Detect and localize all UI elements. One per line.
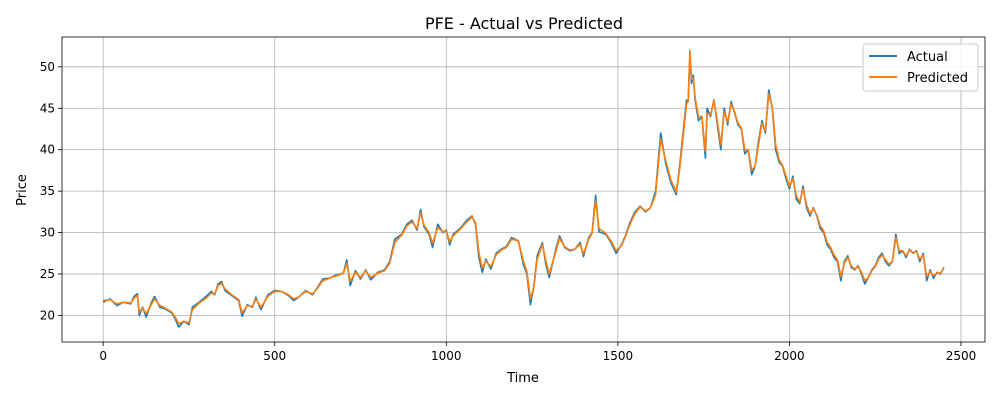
series-line-predicted — [103, 49, 945, 325]
x-tick-label: 1000 — [431, 349, 462, 363]
chart-title: PFE - Actual vs Predicted — [425, 14, 623, 33]
x-axis-title: Time — [506, 371, 539, 386]
plot-frame — [61, 36, 986, 343]
y-tick-label: 45 — [40, 101, 55, 115]
y-tick-label: 40 — [40, 143, 55, 157]
y-axis-title: Price — [15, 174, 30, 206]
grid — [62, 37, 985, 342]
x-tick-label: 0 — [99, 349, 107, 363]
x-axis: 0 500 1000 1500 2000 2500 — [99, 342, 976, 363]
series-layer — [102, 49, 945, 328]
y-tick-label: 50 — [40, 60, 55, 74]
series-line-actual — [102, 53, 945, 328]
x-tick-label: 1500 — [603, 349, 634, 363]
y-tick-label: 25 — [40, 267, 55, 281]
y-axis: 20 25 30 35 40 45 50 — [40, 60, 62, 322]
legend: Actual Predicted — [862, 43, 979, 92]
y-tick-label: 35 — [40, 184, 55, 198]
x-tick-label: 500 — [263, 349, 286, 363]
legend-label-actual: Actual — [907, 50, 948, 65]
x-tick-label: 2000 — [774, 349, 805, 363]
y-tick-label: 30 — [40, 226, 55, 240]
legend-label-predicted: Predicted — [907, 71, 968, 86]
y-tick-label: 20 — [40, 308, 55, 322]
x-tick-label: 2500 — [946, 349, 977, 363]
